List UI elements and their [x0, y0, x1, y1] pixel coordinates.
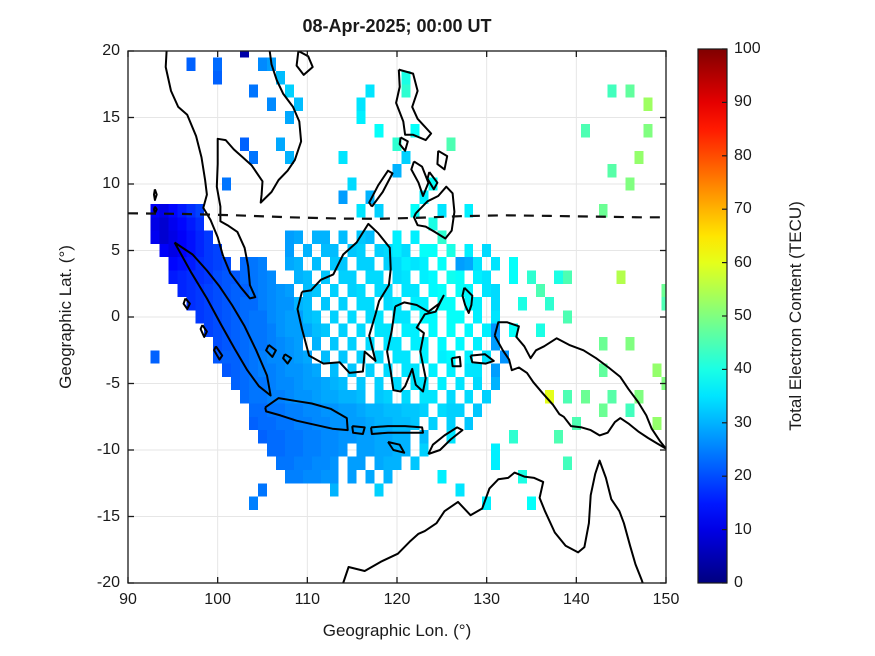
- y-tick-label--15: -15: [96, 507, 120, 525]
- coastline-palawan: [368, 169, 394, 208]
- coastline-seram: [469, 353, 495, 365]
- coastline-timor: [427, 426, 464, 455]
- coastline-sumba: [387, 441, 406, 454]
- x-tick-label-120: 120: [383, 591, 411, 608]
- coastline-new-guinea: [493, 321, 666, 450]
- coastline-java: [264, 397, 349, 432]
- coastline-bali-lombok: [351, 425, 366, 435]
- colorbar-tick-label-100: 100: [734, 40, 761, 57]
- y-tick-label-10: 10: [102, 175, 120, 192]
- coastline-borneo: [296, 222, 392, 374]
- x-tick-label-110: 110: [294, 591, 321, 608]
- coastline-siberut: [199, 324, 208, 338]
- colorbar-tick-label-90: 90: [734, 93, 752, 111]
- coastline-map: [153, 51, 666, 583]
- colorbar-tick-label-40: 40: [734, 360, 752, 378]
- colorbar-tick-label-50: 50: [734, 307, 752, 324]
- y-tick-label-5: 5: [111, 241, 120, 259]
- tec-cells: [150, 51, 666, 510]
- x-tick-label-150: 150: [652, 591, 680, 608]
- coastline-indochina-malay: [164, 51, 303, 300]
- figure-title: 08-Apr-2025; 00:00 UT: [302, 16, 492, 36]
- coastline-mindoro: [398, 136, 409, 152]
- y-tick-label-0: 0: [111, 308, 120, 325]
- x-tick-label-130: 130: [473, 591, 500, 608]
- colorbar-tick-label-20: 20: [734, 467, 752, 485]
- y-tick-label-20: 20: [102, 42, 120, 59]
- x-tick-label-100: 100: [204, 591, 231, 608]
- coastline-buru: [450, 355, 462, 368]
- colorbar-tick-label-0: 0: [734, 574, 743, 591]
- colorbar-tick-label-80: 80: [734, 146, 752, 164]
- coastline-sulawesi: [386, 294, 445, 393]
- coastline-sumbawa-flores: [370, 425, 424, 435]
- x-axis-label: Geographic Lon. (°): [322, 621, 472, 640]
- y-tick-label-15: 15: [102, 108, 120, 126]
- x-tick-label-140: 140: [562, 591, 590, 608]
- coastline-cebu-bohol: [426, 171, 439, 191]
- coastline-halmahera: [461, 286, 474, 314]
- coastline-australia: [342, 459, 644, 583]
- colorbar-ticks: [722, 48, 727, 584]
- coastline-panay-negros: [410, 160, 430, 197]
- y-tick-label--5: -5: [105, 374, 120, 392]
- coastline-samar: [436, 149, 449, 171]
- coastline-luzon: [395, 68, 433, 142]
- axis-ticks: [127, 50, 667, 584]
- colorbar-tick-label-30: 30: [734, 413, 752, 431]
- colorbar-tick-label-10: 10: [734, 520, 752, 538]
- y-tick-label--20: -20: [96, 574, 120, 591]
- coastline-andaman-north: [153, 188, 158, 201]
- coastline-bangka: [265, 344, 277, 358]
- coastline-pagai: [213, 345, 224, 361]
- coastline-sumatra: [173, 241, 272, 397]
- colorbar-tick-label-60: 60: [734, 253, 752, 271]
- coastline-hainan: [295, 51, 314, 76]
- coastline-nias: [182, 297, 191, 310]
- x-tick-label-90: 90: [119, 591, 137, 608]
- y-tick-label--10: -10: [96, 441, 120, 458]
- coastline-andaman-south: [153, 206, 158, 215]
- colorbar-tick-label-70: 70: [734, 200, 752, 218]
- coastline-mindanao: [413, 185, 456, 240]
- coastline-belitung: [282, 353, 293, 365]
